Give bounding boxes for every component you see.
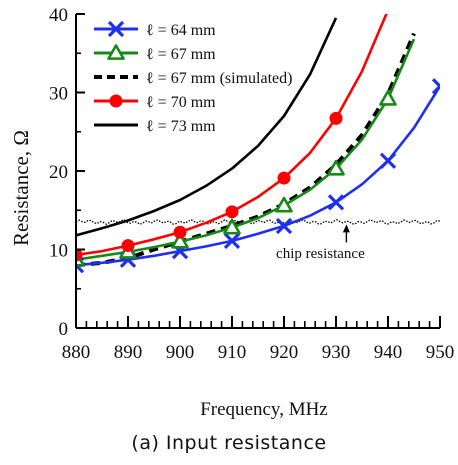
series-line-2 xyxy=(76,32,416,268)
legend-marker-1 xyxy=(107,44,125,60)
series-0-marker-4 xyxy=(275,217,293,235)
series-3-marker-1 xyxy=(121,239,135,253)
x-tick-label-5: 930 xyxy=(322,342,351,363)
series-line-0 xyxy=(76,85,440,267)
series-0-marker-3 xyxy=(223,232,241,249)
x-tick-label-4: 920 xyxy=(270,342,299,363)
series-1-marker-5 xyxy=(327,159,345,176)
x-tick-label-3: 910 xyxy=(218,342,247,363)
y-tick-label-0: 0 xyxy=(59,319,69,340)
series-0-marker-4-stroke-b xyxy=(275,217,293,235)
x-tick-label-7: 950 xyxy=(426,342,455,363)
y-tick-label-2: 20 xyxy=(49,162,68,183)
legend-label-3: ℓ = 70 mm xyxy=(146,94,216,111)
x-tick-label-1: 890 xyxy=(114,342,143,363)
series-line-4 xyxy=(76,17,338,237)
reference-line-chip-resistance xyxy=(76,218,440,225)
y-tick-label-1: 10 xyxy=(49,241,68,262)
series-1-marker-3 xyxy=(223,218,241,235)
y-tick-label-3: 30 xyxy=(49,84,68,105)
series-1-marker-2 xyxy=(171,232,189,249)
legend-label-0: ℓ = 64 mm xyxy=(146,22,216,39)
legend-label-1: ℓ = 67 mm xyxy=(146,46,216,63)
series-0-marker-7 xyxy=(431,78,440,95)
series-3-marker-0 xyxy=(76,248,83,262)
series-0-marker-3-stroke-b xyxy=(223,232,241,249)
series-0-marker-0-stroke-a xyxy=(76,262,85,274)
legend-marker-0-stroke-b xyxy=(107,20,125,38)
series-0-marker-5 xyxy=(327,194,345,211)
series-1-marker-4 xyxy=(275,196,293,213)
x-tick-label-0: 880 xyxy=(62,342,91,363)
series-0-marker-5-stroke-b xyxy=(327,194,345,211)
x-axis-label: Frequency, MHz xyxy=(200,399,328,420)
chart-caption: (a) Input resistance xyxy=(131,432,327,454)
series-3-marker-4 xyxy=(277,171,291,185)
series-0-marker-7-stroke-b xyxy=(431,83,440,95)
x-tick-label-6: 940 xyxy=(374,342,403,363)
series-0-marker-7-stroke-a xyxy=(431,78,440,89)
chart: 0 10 20 30 40 880 890 900 910 920 930 940 950 chip re… xyxy=(9,5,454,420)
axis-layer: 0 10 20 30 40 880 890 900 910 920 930 940 950 chip re… xyxy=(49,5,454,363)
series-1-marker-6 xyxy=(379,89,397,106)
x-tick-label-2: 900 xyxy=(166,342,195,363)
y-axis-label: Resistance, Ω xyxy=(9,130,33,246)
series-0-marker-6-stroke-b xyxy=(379,152,397,169)
series-3-marker-2 xyxy=(173,225,187,239)
legend-label-2: ℓ = 67 mm (simulated) xyxy=(146,70,292,87)
legend-label-4: ℓ = 73 mm xyxy=(146,118,216,135)
chip-resistance-arrow-head xyxy=(342,224,350,233)
y-tick-label-4: 40 xyxy=(49,5,68,26)
legend-marker-3 xyxy=(109,94,123,108)
legend: ℓ = 64 mm ℓ = 67 mm ℓ = 67 mm (simulated) ℓ… xyxy=(94,20,292,135)
series-layer xyxy=(76,14,440,274)
series-3-marker-5 xyxy=(329,111,343,125)
series-3-marker-3 xyxy=(225,205,239,219)
series-0-marker-6 xyxy=(379,152,397,169)
chip-resistance-label: chip resistance xyxy=(276,246,365,262)
legend-marker-0 xyxy=(107,20,125,38)
